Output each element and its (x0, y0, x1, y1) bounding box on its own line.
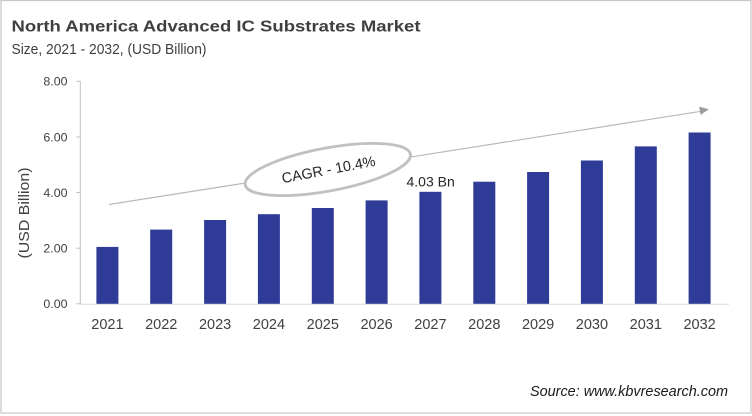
svg-text:4.00: 4.00 (43, 186, 67, 200)
svg-text:2023: 2023 (199, 317, 231, 333)
svg-text:(USD Billion): (USD Billion) (17, 168, 33, 259)
svg-text:Size, 2021 - 2032, (USD Billio: Size, 2021 - 2032, (USD Billion) (12, 42, 207, 58)
svg-text:2031: 2031 (630, 317, 662, 333)
svg-text:2022: 2022 (145, 317, 177, 333)
svg-text:North America Advanced IC Subs: North America Advanced IC Substrates Mar… (12, 19, 421, 36)
svg-text:2.00: 2.00 (43, 242, 67, 256)
svg-text:4.03 Bn: 4.03 Bn (407, 174, 455, 190)
svg-text:Source: www.kbvresearch.com: Source: www.kbvresearch.com (530, 384, 728, 400)
svg-text:2024: 2024 (253, 317, 285, 333)
svg-text:6.00: 6.00 (43, 130, 67, 144)
svg-text:0.00: 0.00 (43, 297, 67, 311)
svg-text:2025: 2025 (307, 317, 339, 333)
svg-text:2026: 2026 (360, 317, 392, 333)
svg-text:2027: 2027 (414, 317, 446, 333)
svg-text:8.00: 8.00 (43, 75, 67, 89)
svg-text:2032: 2032 (683, 317, 715, 333)
svg-text:2021: 2021 (91, 317, 123, 333)
svg-text:2029: 2029 (522, 317, 554, 333)
svg-text:2028: 2028 (468, 317, 500, 333)
svg-text:2030: 2030 (576, 317, 608, 333)
